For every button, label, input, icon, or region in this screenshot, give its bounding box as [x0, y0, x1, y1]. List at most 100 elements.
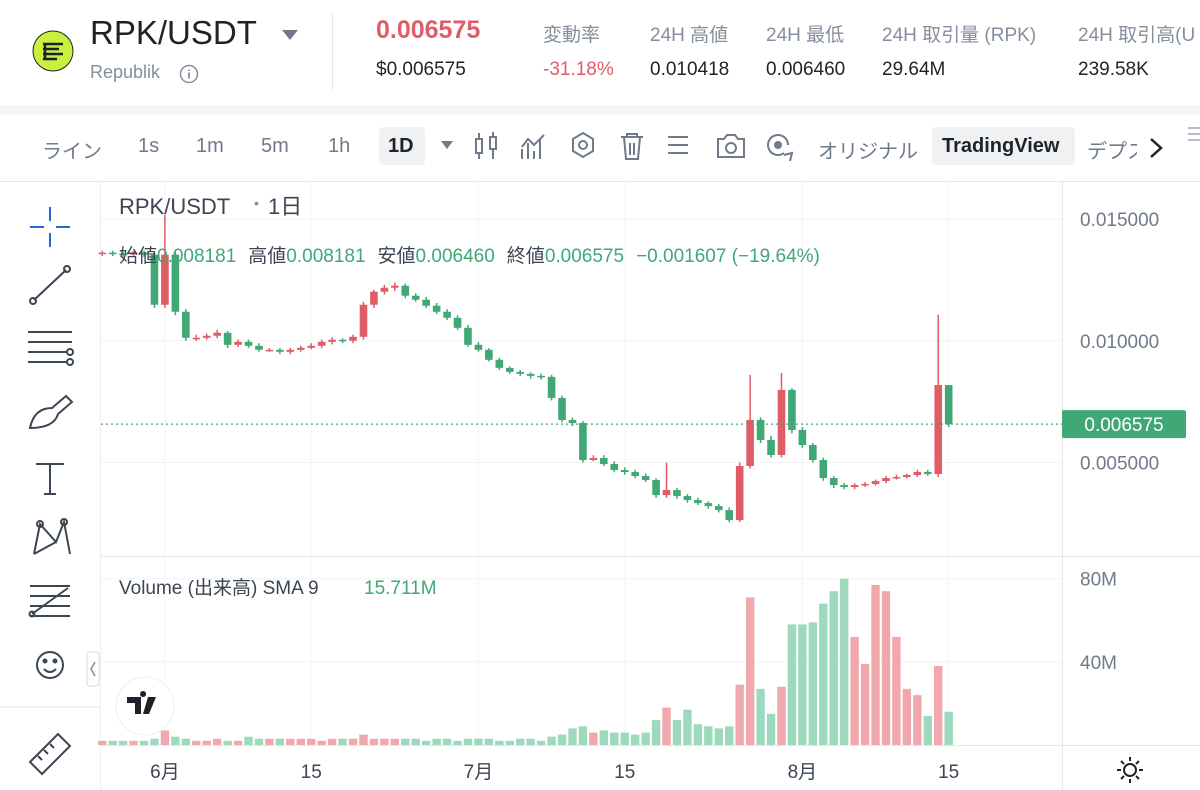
stat-label: 24H 取引量 (RPK) — [882, 25, 1037, 46]
candle-body — [829, 478, 838, 486]
volume-bar — [307, 738, 316, 745]
interval[interactable]: 1h — [328, 135, 351, 157]
volume-bar — [672, 720, 682, 745]
volume-bar — [547, 736, 556, 745]
stat-value: 0.010418 — [650, 59, 730, 80]
candle-body — [547, 376, 556, 398]
volume-bar — [610, 732, 619, 745]
candle-body — [213, 332, 221, 336]
legend-label: 安値 — [378, 245, 416, 267]
collapse-arrow — [90, 661, 96, 677]
volume-bar — [777, 686, 786, 745]
view-tab-active[interactable]: TradingView — [942, 135, 1060, 157]
candle-body — [767, 439, 775, 456]
candle-body — [317, 341, 326, 346]
candle-body — [349, 336, 357, 341]
volume-bar — [453, 740, 462, 745]
info-icon[interactable] — [179, 64, 199, 84]
candle-body — [558, 397, 566, 420]
tool-icons[interactable] — [470, 129, 800, 165]
volume-bar — [118, 740, 128, 745]
ohlc-legend: 始値0.008181 高値0.008181 安値0.006460 終値0.006575… — [119, 245, 820, 267]
candle-body — [683, 496, 692, 501]
interval[interactable]: 1m — [196, 135, 224, 157]
interval[interactable]: 1s — [138, 135, 160, 157]
volume-bar — [683, 709, 692, 745]
volume-bar — [704, 726, 713, 745]
volume-bar — [578, 726, 588, 745]
pair-dropdown[interactable] — [281, 28, 299, 42]
scroll-right[interactable] — [1148, 137, 1164, 159]
volume-bar — [829, 591, 838, 745]
y-tick-label: 0.010000 — [1080, 332, 1159, 353]
interval[interactable]: 5m — [261, 135, 289, 157]
volume-sma: 15.711M — [364, 578, 437, 599]
volume-bar — [421, 740, 431, 745]
candle-body — [944, 385, 953, 425]
interval-active[interactable]: 1D — [388, 135, 414, 157]
candle-body — [913, 472, 922, 476]
text-tool[interactable] — [36, 463, 64, 495]
volume-bar — [171, 736, 180, 745]
interval-dropdown[interactable] — [440, 139, 454, 151]
stat-value: 0.006460 — [766, 59, 846, 80]
volume-bar — [390, 738, 400, 745]
volume-bar — [474, 738, 483, 745]
volume-bar — [651, 720, 661, 745]
candle-body — [600, 457, 608, 465]
volume-bar — [223, 740, 232, 745]
candle-body — [610, 464, 619, 471]
volume-bar — [798, 624, 807, 745]
coin-name: Republik — [90, 62, 161, 82]
active-bg — [379, 127, 425, 165]
candle-body — [98, 252, 107, 255]
parallel-tool[interactable] — [28, 331, 74, 366]
crosshair-tool[interactable] — [30, 207, 70, 247]
interval-label: 1日 — [268, 194, 302, 219]
interval[interactable]: ライン — [42, 141, 102, 163]
pair[interactable]: RPK/USDT — [90, 14, 257, 51]
volume-bar — [735, 684, 744, 745]
volume-bar — [254, 738, 264, 745]
candle-body — [819, 459, 828, 479]
volume-bar — [432, 738, 441, 745]
candle-body — [631, 472, 639, 477]
volume-bar — [359, 734, 368, 745]
volume-bar — [871, 584, 880, 745]
last-price-label: 0.006575 — [1084, 415, 1163, 436]
volume-bar — [338, 738, 347, 745]
candle-body — [182, 311, 190, 338]
candle-body — [903, 475, 911, 478]
volume-bar — [662, 707, 671, 745]
volume-bar — [495, 740, 504, 745]
y-tick-label: 0.015000 — [1080, 210, 1159, 231]
settings-icon[interactable] — [1117, 757, 1143, 783]
x-tick-label: 8月 — [788, 762, 818, 783]
volume-bar — [568, 728, 577, 745]
pattern-tool[interactable] — [33, 518, 71, 555]
candle-body — [892, 477, 901, 479]
volume-bar — [620, 732, 629, 745]
candle-body — [401, 285, 410, 296]
emoji-tool[interactable] — [36, 651, 64, 679]
view-tab[interactable]: オリジナル — [818, 141, 918, 163]
tv-logo[interactable] — [115, 676, 175, 736]
collapse-tab[interactable] — [86, 651, 100, 687]
volume-tick-label: 40M — [1080, 653, 1117, 674]
volume-bar — [808, 622, 818, 745]
volume-bar — [599, 730, 609, 745]
menu-icon[interactable] — [1184, 125, 1200, 145]
view-tab[interactable]: デプス — [1087, 141, 1137, 163]
brush-tool[interactable] — [28, 394, 74, 430]
fib-tool[interactable] — [28, 585, 71, 618]
candle-body — [923, 472, 932, 475]
volume-bar — [181, 738, 191, 745]
candle-body — [694, 500, 702, 504]
candle-body — [296, 347, 305, 350]
stat-value: 239.58K — [1078, 59, 1149, 80]
stat-value: -31.18% — [543, 59, 614, 80]
volume-bar — [348, 738, 358, 745]
candle-body — [140, 252, 148, 255]
ruler-tool[interactable] — [28, 732, 72, 776]
line-tool[interactable] — [29, 265, 71, 305]
